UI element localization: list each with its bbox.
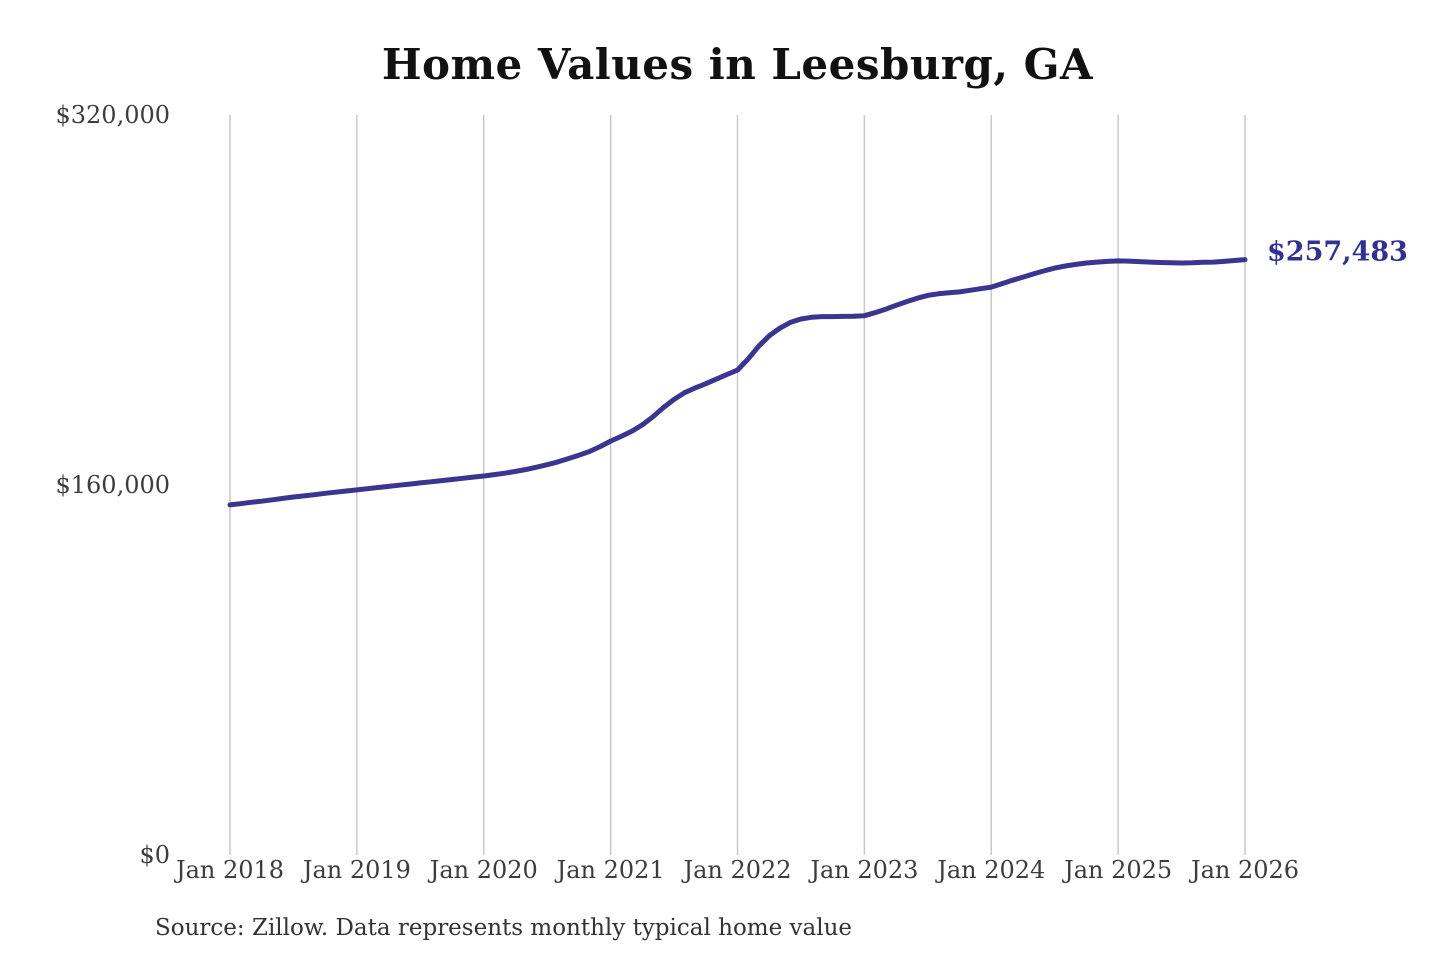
home-value-line xyxy=(227,257,1248,508)
x-axis-tick-label: Jan 2023 xyxy=(810,856,919,884)
gridlines xyxy=(229,115,1246,855)
x-axis-tick-label: Jan 2022 xyxy=(683,856,792,884)
end-value-label: $257,483 xyxy=(1267,236,1408,268)
y-axis-tick-label: $320,000 xyxy=(55,101,170,129)
x-axis-tick-label: Jan 2020 xyxy=(429,856,538,884)
x-axis-tick-label: Jan 2025 xyxy=(1064,856,1173,884)
x-axis-tick-label: Jan 2018 xyxy=(175,856,285,884)
source-note: Source: Zillow. Data represents monthly … xyxy=(155,915,853,941)
y-axis-tick-label: $0 xyxy=(139,841,170,869)
chart-title: Home Values in Leesburg, GA xyxy=(381,40,1094,89)
x-axis-tick-label: Jan 2021 xyxy=(556,856,665,884)
y-axis-tick-label: $160,000 xyxy=(55,471,170,499)
x-axis-tick-label: Jan 2026 xyxy=(1190,856,1300,884)
x-axis-tick-label: Jan 2019 xyxy=(302,856,411,884)
x-axis-tick-label: Jan 2024 xyxy=(937,856,1046,884)
